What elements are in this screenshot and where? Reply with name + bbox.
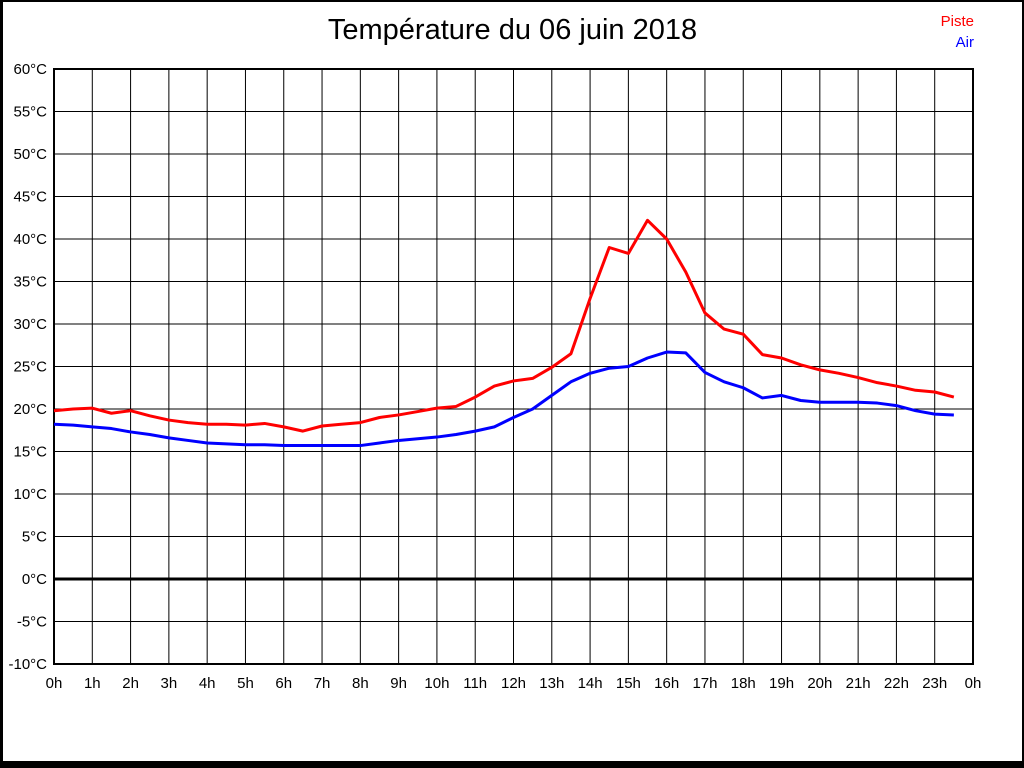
y-tick-label: 60°C xyxy=(13,61,47,78)
x-tick-label: 6h xyxy=(275,675,292,692)
x-tick-label: 13h xyxy=(539,675,564,692)
legend-item-air: Air xyxy=(955,34,974,51)
x-tick-label: 19h xyxy=(769,675,794,692)
y-tick-label: 5°C xyxy=(22,529,47,546)
x-tick-label: 23h xyxy=(922,675,947,692)
y-tick-label: -10°C xyxy=(8,656,47,673)
series-line-air xyxy=(53,350,954,448)
y-tick-label: 15°C xyxy=(13,444,47,461)
plot-border xyxy=(53,68,974,665)
x-tick-label: 14h xyxy=(578,675,603,692)
y-tick-label: 45°C xyxy=(13,189,47,206)
x-tick-label: 16h xyxy=(654,675,679,692)
y-tick-label: 50°C xyxy=(13,146,47,163)
x-tick-label: 0h xyxy=(965,675,982,692)
x-tick-label: 8h xyxy=(352,675,369,692)
y-tick-label: -5°C xyxy=(17,614,47,631)
y-tick-label: 40°C xyxy=(13,231,47,248)
y-tick-label: 0°C xyxy=(22,571,47,588)
x-tick-label: 1h xyxy=(84,675,101,692)
x-tick-label: 22h xyxy=(884,675,909,692)
x-tick-label: 21h xyxy=(846,675,871,692)
x-tick-label: 2h xyxy=(122,675,139,692)
y-tick-label: 10°C xyxy=(13,486,47,503)
series-line-piste xyxy=(53,218,955,433)
y-tick-label: 20°C xyxy=(13,401,47,418)
x-tick-label: 3h xyxy=(161,675,178,692)
x-tick-label: 7h xyxy=(314,675,331,692)
legend: Piste Air xyxy=(941,11,974,53)
x-tick-label: 9h xyxy=(390,675,407,692)
x-tick-label: 18h xyxy=(731,675,756,692)
x-tick-label: 10h xyxy=(424,675,449,692)
legend-item-piste: Piste xyxy=(940,13,974,30)
x-tick-label: 5h xyxy=(237,675,254,692)
y-tick-label: 30°C xyxy=(13,316,47,333)
x-tick-label: 12h xyxy=(501,675,526,692)
x-tick-label: 0h xyxy=(46,675,63,692)
x-tick-label: 20h xyxy=(807,675,832,692)
x-tick-label: 11h xyxy=(463,675,487,692)
x-tick-label: 4h xyxy=(199,675,216,692)
y-tick-label: 55°C xyxy=(13,104,47,121)
chart-title: Température du 06 juin 2018 xyxy=(327,14,698,46)
x-tick-label: 17h xyxy=(692,675,717,692)
plot-svg: 60°C 55°C 50°C 45°C 40°C 35°C 30°C 25°C 20°C 15°C… xyxy=(8,61,982,692)
y-tick-label: 25°C xyxy=(13,359,47,376)
x-tick-label: 15h xyxy=(616,675,641,692)
y-tick-label: 35°C xyxy=(13,274,47,291)
